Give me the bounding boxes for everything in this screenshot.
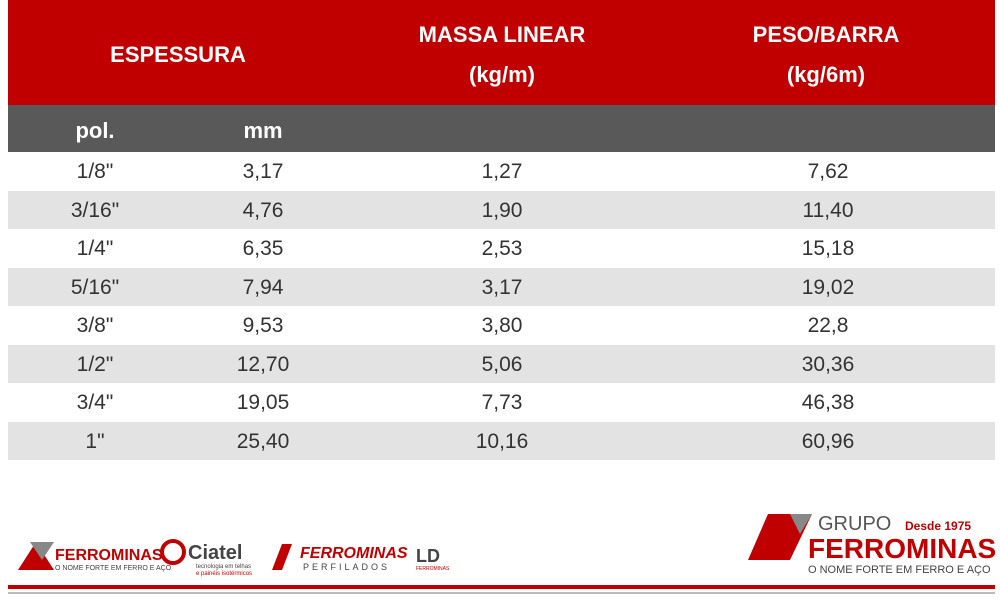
cell: 5/16" bbox=[70, 275, 120, 299]
cell: 3/4" bbox=[76, 391, 114, 414]
row bbox=[8, 421, 995, 460]
cell: 1/8" bbox=[76, 160, 114, 183]
header-bar bbox=[8, 0, 995, 105]
header: MASSA LINEAR bbox=[418, 22, 586, 47]
cell: 1,90 bbox=[481, 198, 523, 222]
row bbox=[8, 229, 995, 268]
cell: 15,18 bbox=[801, 237, 855, 260]
brand-name: FERROMINAS bbox=[808, 533, 996, 564]
header: (kg/m) bbox=[469, 62, 535, 87]
cell: 11,40 bbox=[802, 198, 854, 222]
cell: 5,06 bbox=[481, 352, 523, 376]
logo-name: Ciatel bbox=[188, 542, 242, 564]
cell: 4,76 bbox=[242, 198, 284, 222]
row bbox=[8, 152, 995, 191]
cell: 9,53 bbox=[242, 314, 284, 337]
row bbox=[8, 190, 995, 229]
cell: 2,53 bbox=[481, 237, 523, 260]
row bbox=[8, 344, 995, 383]
cell: 19,02 bbox=[801, 275, 855, 299]
footer: FERROMINAS O NOME FORTE EM FERRO E AÇO C… bbox=[8, 513, 996, 594]
logo-tagline: O NOME FORTE EM FERRO E AÇO bbox=[55, 565, 172, 572]
logo-tagline: PERFILADOS bbox=[303, 562, 390, 572]
cell: 7,73 bbox=[481, 391, 523, 414]
brand-tagline: O NOME FORTE EM FERRO E AÇO bbox=[808, 564, 991, 576]
subheader: mm bbox=[243, 118, 283, 143]
logo-tagline: FERROMINAS bbox=[416, 566, 450, 572]
cell: 3,80 bbox=[481, 314, 523, 337]
cell: 30,36 bbox=[801, 352, 855, 376]
subheader-bar bbox=[8, 105, 995, 152]
cell: 1/4" bbox=[76, 237, 114, 260]
header: (kg/6m) bbox=[786, 62, 866, 87]
cell: 7,62 bbox=[807, 160, 849, 183]
header: PESO/BARRA bbox=[752, 22, 900, 47]
cell: 3/8" bbox=[76, 314, 114, 337]
cell: 60,96 bbox=[801, 429, 855, 453]
row bbox=[8, 383, 995, 422]
brand-since: Desde 1975 bbox=[905, 519, 971, 533]
cell: 3,17 bbox=[242, 160, 284, 183]
cell: 1/2" bbox=[76, 352, 114, 376]
logo-name: FERROMINAS bbox=[300, 545, 408, 562]
brand-group: GRUPO bbox=[818, 513, 891, 535]
subheader: pol. bbox=[75, 118, 115, 143]
cell: 1,27 bbox=[481, 160, 523, 183]
cell: 19,05 bbox=[236, 391, 290, 414]
cell: 10,16 bbox=[475, 429, 529, 453]
cell: 22,8 bbox=[807, 314, 849, 337]
logo-name: LD bbox=[416, 546, 440, 566]
cell: 6,35 bbox=[242, 237, 284, 260]
logo-tagline: e painéis isotérmicos bbox=[196, 571, 252, 577]
cell: 7,94 bbox=[242, 275, 284, 299]
logo-name: FERROMINAS bbox=[55, 547, 163, 564]
cell: 1" bbox=[85, 429, 105, 453]
row bbox=[8, 306, 995, 345]
cell: 12,70 bbox=[236, 352, 290, 376]
header: ESPESSURA bbox=[110, 42, 246, 67]
logo-tagline: tecnologia em telhas bbox=[196, 564, 251, 570]
cell: 25,40 bbox=[236, 429, 290, 453]
cell: 3/16" bbox=[70, 198, 120, 222]
cell: 46,38 bbox=[801, 391, 855, 414]
cell: 3,17 bbox=[481, 275, 523, 299]
row bbox=[8, 267, 995, 306]
